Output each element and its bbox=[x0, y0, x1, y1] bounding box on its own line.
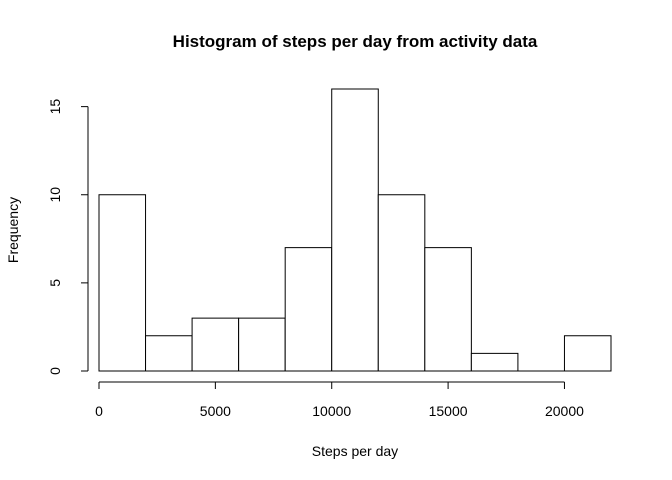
histogram-bar bbox=[238, 317, 286, 372]
histogram-bar bbox=[563, 335, 612, 372]
histogram-bar bbox=[145, 335, 193, 372]
y-tick-label: 5 bbox=[47, 279, 63, 287]
chart-title: Histogram of steps per day from activity… bbox=[173, 32, 538, 51]
histogram-bar bbox=[284, 247, 333, 372]
histogram-bar bbox=[331, 88, 379, 372]
y-tick-label: 10 bbox=[47, 187, 63, 203]
y-axis: 0 5 10 15 bbox=[47, 99, 89, 375]
x-tick-label: 5000 bbox=[200, 403, 231, 419]
histogram-bar bbox=[98, 194, 147, 372]
x-tick-label: 0 bbox=[95, 403, 103, 419]
histogram-bar bbox=[191, 317, 240, 372]
x-tick-label: 20000 bbox=[545, 403, 584, 419]
x-tick-label: 10000 bbox=[312, 403, 351, 419]
histogram-bar bbox=[424, 247, 472, 372]
histogram-bar bbox=[470, 352, 519, 372]
y-tick-label: 0 bbox=[47, 367, 63, 375]
histogram-bar bbox=[377, 194, 426, 372]
y-tick-label: 15 bbox=[47, 99, 63, 115]
x-axis-label: Steps per day bbox=[312, 443, 398, 459]
x-axis: 0 5000 10000 15000 20000 bbox=[95, 381, 584, 419]
y-axis-label: Frequency bbox=[5, 197, 21, 263]
histogram-bars bbox=[98, 88, 612, 372]
x-tick-label: 15000 bbox=[429, 403, 468, 419]
